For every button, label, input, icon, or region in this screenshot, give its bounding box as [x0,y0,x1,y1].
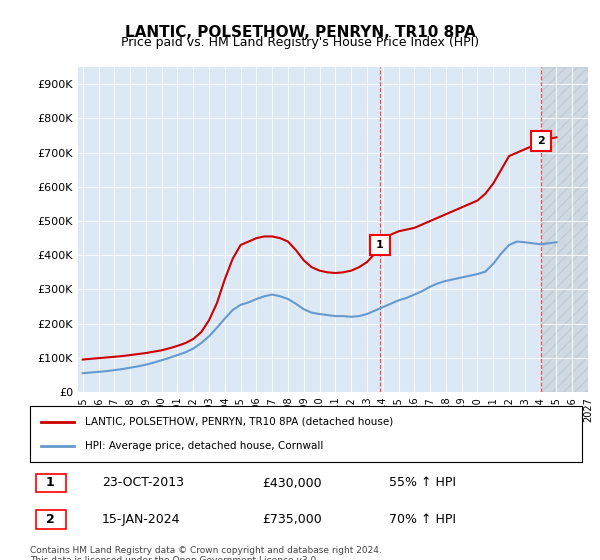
Text: HPI: Average price, detached house, Cornwall: HPI: Average price, detached house, Corn… [85,441,323,451]
Text: 1: 1 [46,477,55,489]
Text: £430,000: £430,000 [262,477,322,489]
Text: LANTIC, POLSETHOW, PENRYN, TR10 8PA (detached house): LANTIC, POLSETHOW, PENRYN, TR10 8PA (det… [85,417,394,427]
Bar [541,67,588,392]
Text: 70% ↑ HPI: 70% ↑ HPI [389,513,456,526]
Text: 2: 2 [538,136,545,146]
FancyBboxPatch shape [35,510,66,529]
Text: Price paid vs. HM Land Registry's House Price Index (HPI): Price paid vs. HM Land Registry's House … [121,36,479,49]
Text: £735,000: £735,000 [262,513,322,526]
Text: Contains HM Land Registry data © Crown copyright and database right 2024.
This d: Contains HM Land Registry data © Crown c… [30,546,382,560]
Text: 23-OCT-2013: 23-OCT-2013 [102,477,184,489]
Text: 15-JAN-2024: 15-JAN-2024 [102,513,180,526]
Text: 1: 1 [376,240,383,250]
Text: 55% ↑ HPI: 55% ↑ HPI [389,477,456,489]
Text: 2: 2 [46,513,55,526]
FancyBboxPatch shape [35,474,66,492]
Text: LANTIC, POLSETHOW, PENRYN, TR10 8PA: LANTIC, POLSETHOW, PENRYN, TR10 8PA [125,25,475,40]
